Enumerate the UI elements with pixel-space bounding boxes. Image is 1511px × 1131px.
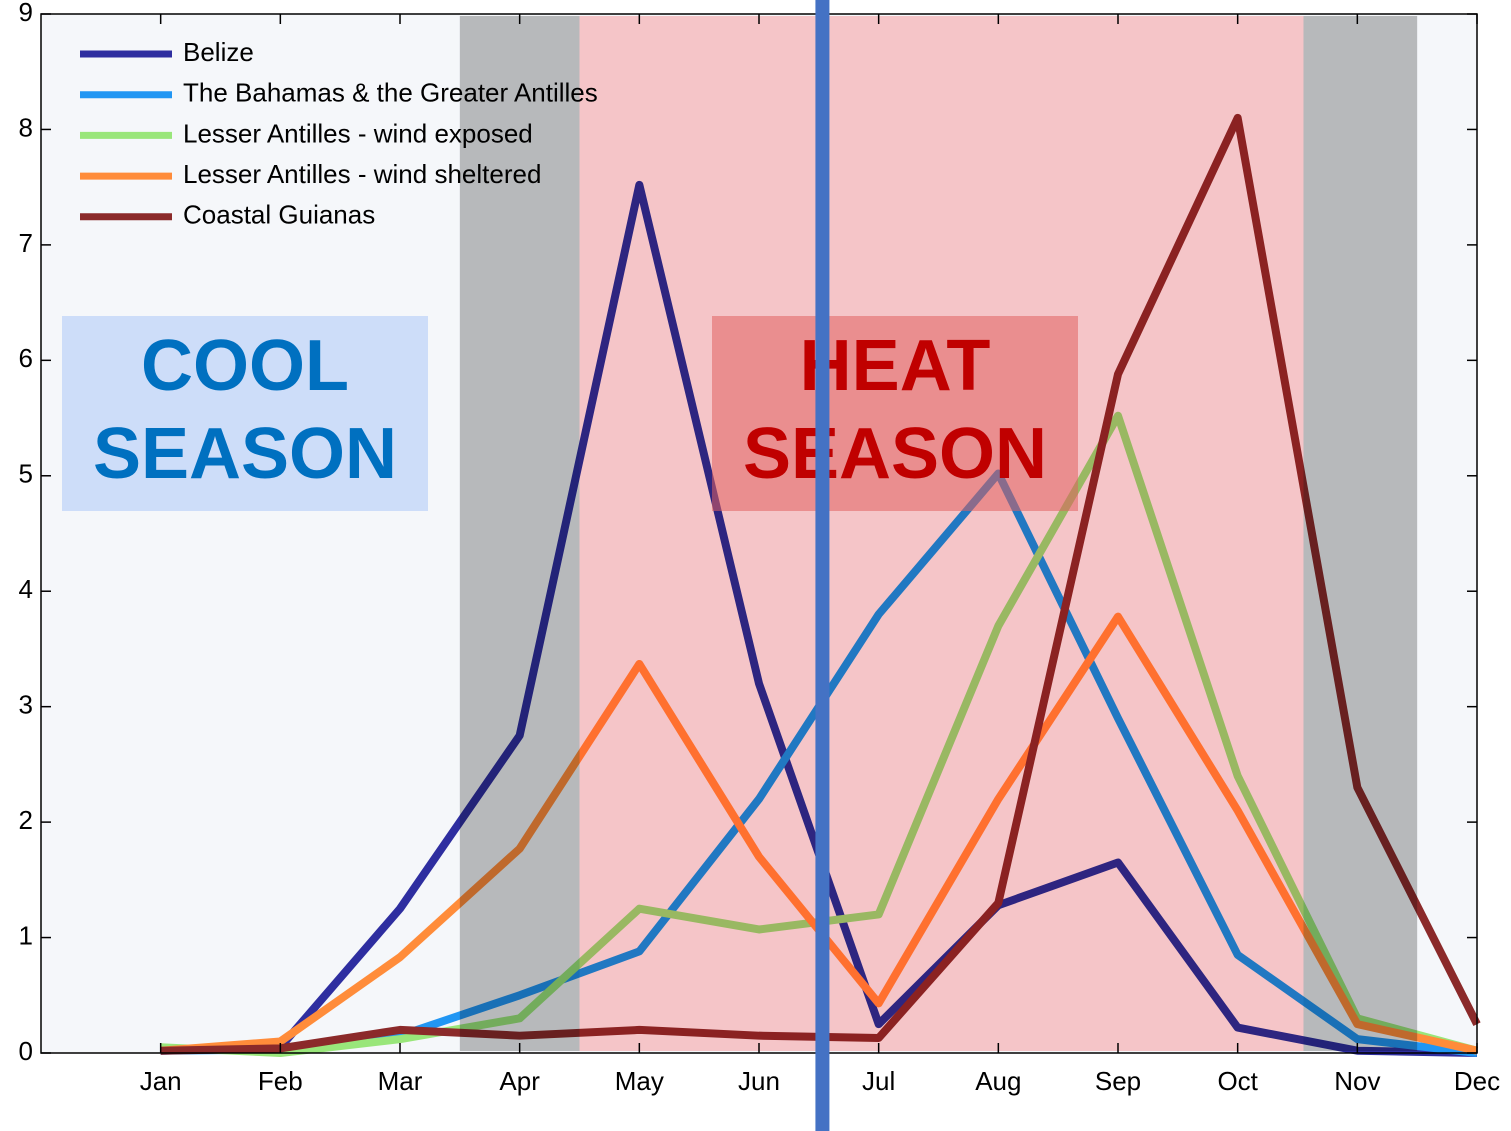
x-tick-label: Nov — [1334, 1066, 1380, 1096]
y-tick-label: 6 — [19, 343, 33, 373]
legend-label: Lesser Antilles - wind sheltered — [183, 159, 541, 189]
x-tick-label: May — [615, 1066, 664, 1096]
season-band — [579, 16, 1304, 1051]
y-tick-label: 2 — [19, 805, 33, 835]
season-band — [1303, 16, 1418, 1051]
x-tick-label: Oct — [1217, 1066, 1258, 1096]
x-tick-label: Apr — [499, 1066, 540, 1096]
x-tick-label: Jun — [738, 1066, 780, 1096]
x-tick-label: Mar — [378, 1066, 423, 1096]
annotation-text: SEASON — [743, 414, 1047, 494]
legend-label: Coastal Guianas — [183, 200, 375, 230]
x-tick-label: Jan — [140, 1066, 182, 1096]
x-tick-label: Feb — [258, 1066, 303, 1096]
y-tick-label: 1 — [19, 920, 33, 950]
legend-label: The Bahamas & the Greater Antilles — [183, 78, 598, 108]
y-tick-label: 5 — [19, 459, 33, 489]
y-tick-label: 9 — [19, 0, 33, 27]
season-band — [459, 16, 580, 1051]
legend-label: Belize — [183, 37, 254, 67]
annotation-text: COOL — [141, 326, 349, 406]
y-tick-label: 0 — [19, 1036, 33, 1066]
annotation-text: SEASON — [93, 414, 397, 494]
y-tick-label: 3 — [19, 690, 33, 720]
x-tick-label: Sep — [1095, 1066, 1141, 1096]
x-tick-label: Aug — [975, 1066, 1021, 1096]
y-tick-label: 4 — [19, 574, 33, 604]
y-tick-label: 8 — [19, 112, 33, 142]
x-tick-label: Jul — [862, 1066, 895, 1096]
x-tick-label: Dec — [1454, 1066, 1500, 1096]
annotation-box — [712, 316, 1078, 511]
annotation-box — [62, 316, 428, 511]
legend-label: Lesser Antilles - wind exposed — [183, 118, 533, 148]
y-tick-label: 7 — [19, 228, 33, 258]
annotation-text: HEAT — [800, 326, 991, 406]
